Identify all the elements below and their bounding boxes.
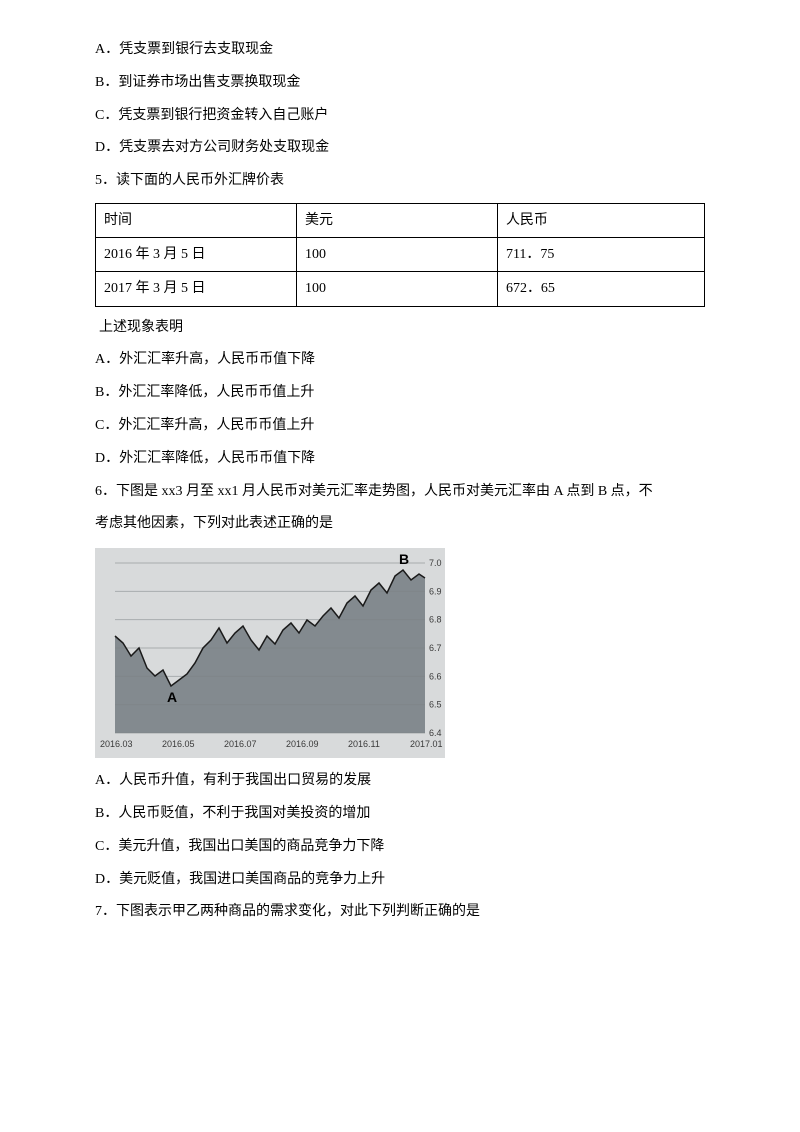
q5-option-b: B．外汇汇率降低，人民币币值上升: [95, 378, 705, 409]
svg-text:6.9: 6.9: [429, 586, 442, 596]
q6-option-c: C．美元升值，我国出口美国的商品竞争力下降: [95, 832, 705, 863]
svg-text:A: A: [167, 689, 177, 705]
svg-text:6.5: 6.5: [429, 700, 442, 710]
svg-text:2016.09: 2016.09: [286, 739, 319, 749]
q6-stem-1: 6．下图是 xx3 月至 xx1 月人民币对美元汇率走势图，人民币对美元汇率由 …: [95, 477, 705, 508]
svg-text:2016.11: 2016.11: [348, 739, 380, 749]
svg-text:B: B: [399, 551, 409, 567]
q4-option-a: A．凭支票到银行去支取现金: [95, 35, 705, 66]
svg-text:2016.05: 2016.05: [162, 739, 195, 749]
q7-stem: 7．下图表示甲乙两种商品的需求变化，对此下列判断正确的是: [95, 897, 705, 928]
svg-text:2016.07: 2016.07: [224, 739, 257, 749]
table-cell: 672．65: [497, 272, 704, 306]
q5-option-a: A．外汇汇率升高，人民币币值下降: [95, 345, 705, 376]
q4-option-c: C．凭支票到银行把资金转入自己账户: [95, 101, 705, 132]
q5-option-d: D．外汇汇率降低，人民币币值下降: [95, 444, 705, 475]
chart-svg: 6.4 6.5 6.6 6.7 6.8 6.9 7.0 2016.03 2016.05 2016.…: [95, 548, 445, 758]
table-cell: 2017 年 3 月 5 日: [96, 272, 297, 306]
svg-text:2016.03: 2016.03: [100, 739, 133, 749]
svg-text:6.7: 6.7: [429, 643, 442, 653]
table-header-row: 时间 美元 人民币: [96, 203, 705, 237]
table-cell: 100: [296, 238, 497, 272]
svg-text:6.6: 6.6: [429, 671, 442, 681]
table-header-rmb: 人民币: [497, 203, 704, 237]
q6-option-d: D．美元贬值，我国进口美国商品的竞争力上升: [95, 865, 705, 896]
exchange-rate-table: 时间 美元 人民币 2016 年 3 月 5 日 100 711．75 2017…: [95, 203, 705, 307]
table-cell: 100: [296, 272, 497, 306]
q5-stem: 5．读下面的人民币外汇牌价表: [95, 166, 705, 197]
q6-option-b: B．人民币贬值，不利于我国对美投资的增加: [95, 799, 705, 830]
table-cell: 711．75: [497, 238, 704, 272]
svg-text:6.4: 6.4: [429, 728, 442, 738]
svg-text:2017.01: 2017.01: [410, 739, 443, 749]
table-header-time: 时间: [96, 203, 297, 237]
q5-option-c: C．外汇汇率升高，人民币币值上升: [95, 411, 705, 442]
q6-stem-2: 考虑其他因素，下列对此表述正确的是: [95, 509, 705, 540]
table-cell: 2016 年 3 月 5 日: [96, 238, 297, 272]
q6-option-a: A．人民币升值，有利于我国出口贸易的发展: [95, 766, 705, 797]
table-row: 2017 年 3 月 5 日 100 672．65: [96, 272, 705, 306]
q5-lead: 上述现象表明: [95, 313, 705, 344]
svg-text:7.0: 7.0: [429, 558, 442, 568]
table-header-usd: 美元: [296, 203, 497, 237]
svg-text:6.8: 6.8: [429, 615, 442, 625]
q4-option-b: B．到证券市场出售支票换取现金: [95, 68, 705, 99]
q4-option-d: D．凭支票去对方公司财务处支取现金: [95, 133, 705, 164]
table-row: 2016 年 3 月 5 日 100 711．75: [96, 238, 705, 272]
exchange-rate-chart: 6.4 6.5 6.6 6.7 6.8 6.9 7.0 2016.03 2016.05 2016.…: [95, 548, 445, 758]
